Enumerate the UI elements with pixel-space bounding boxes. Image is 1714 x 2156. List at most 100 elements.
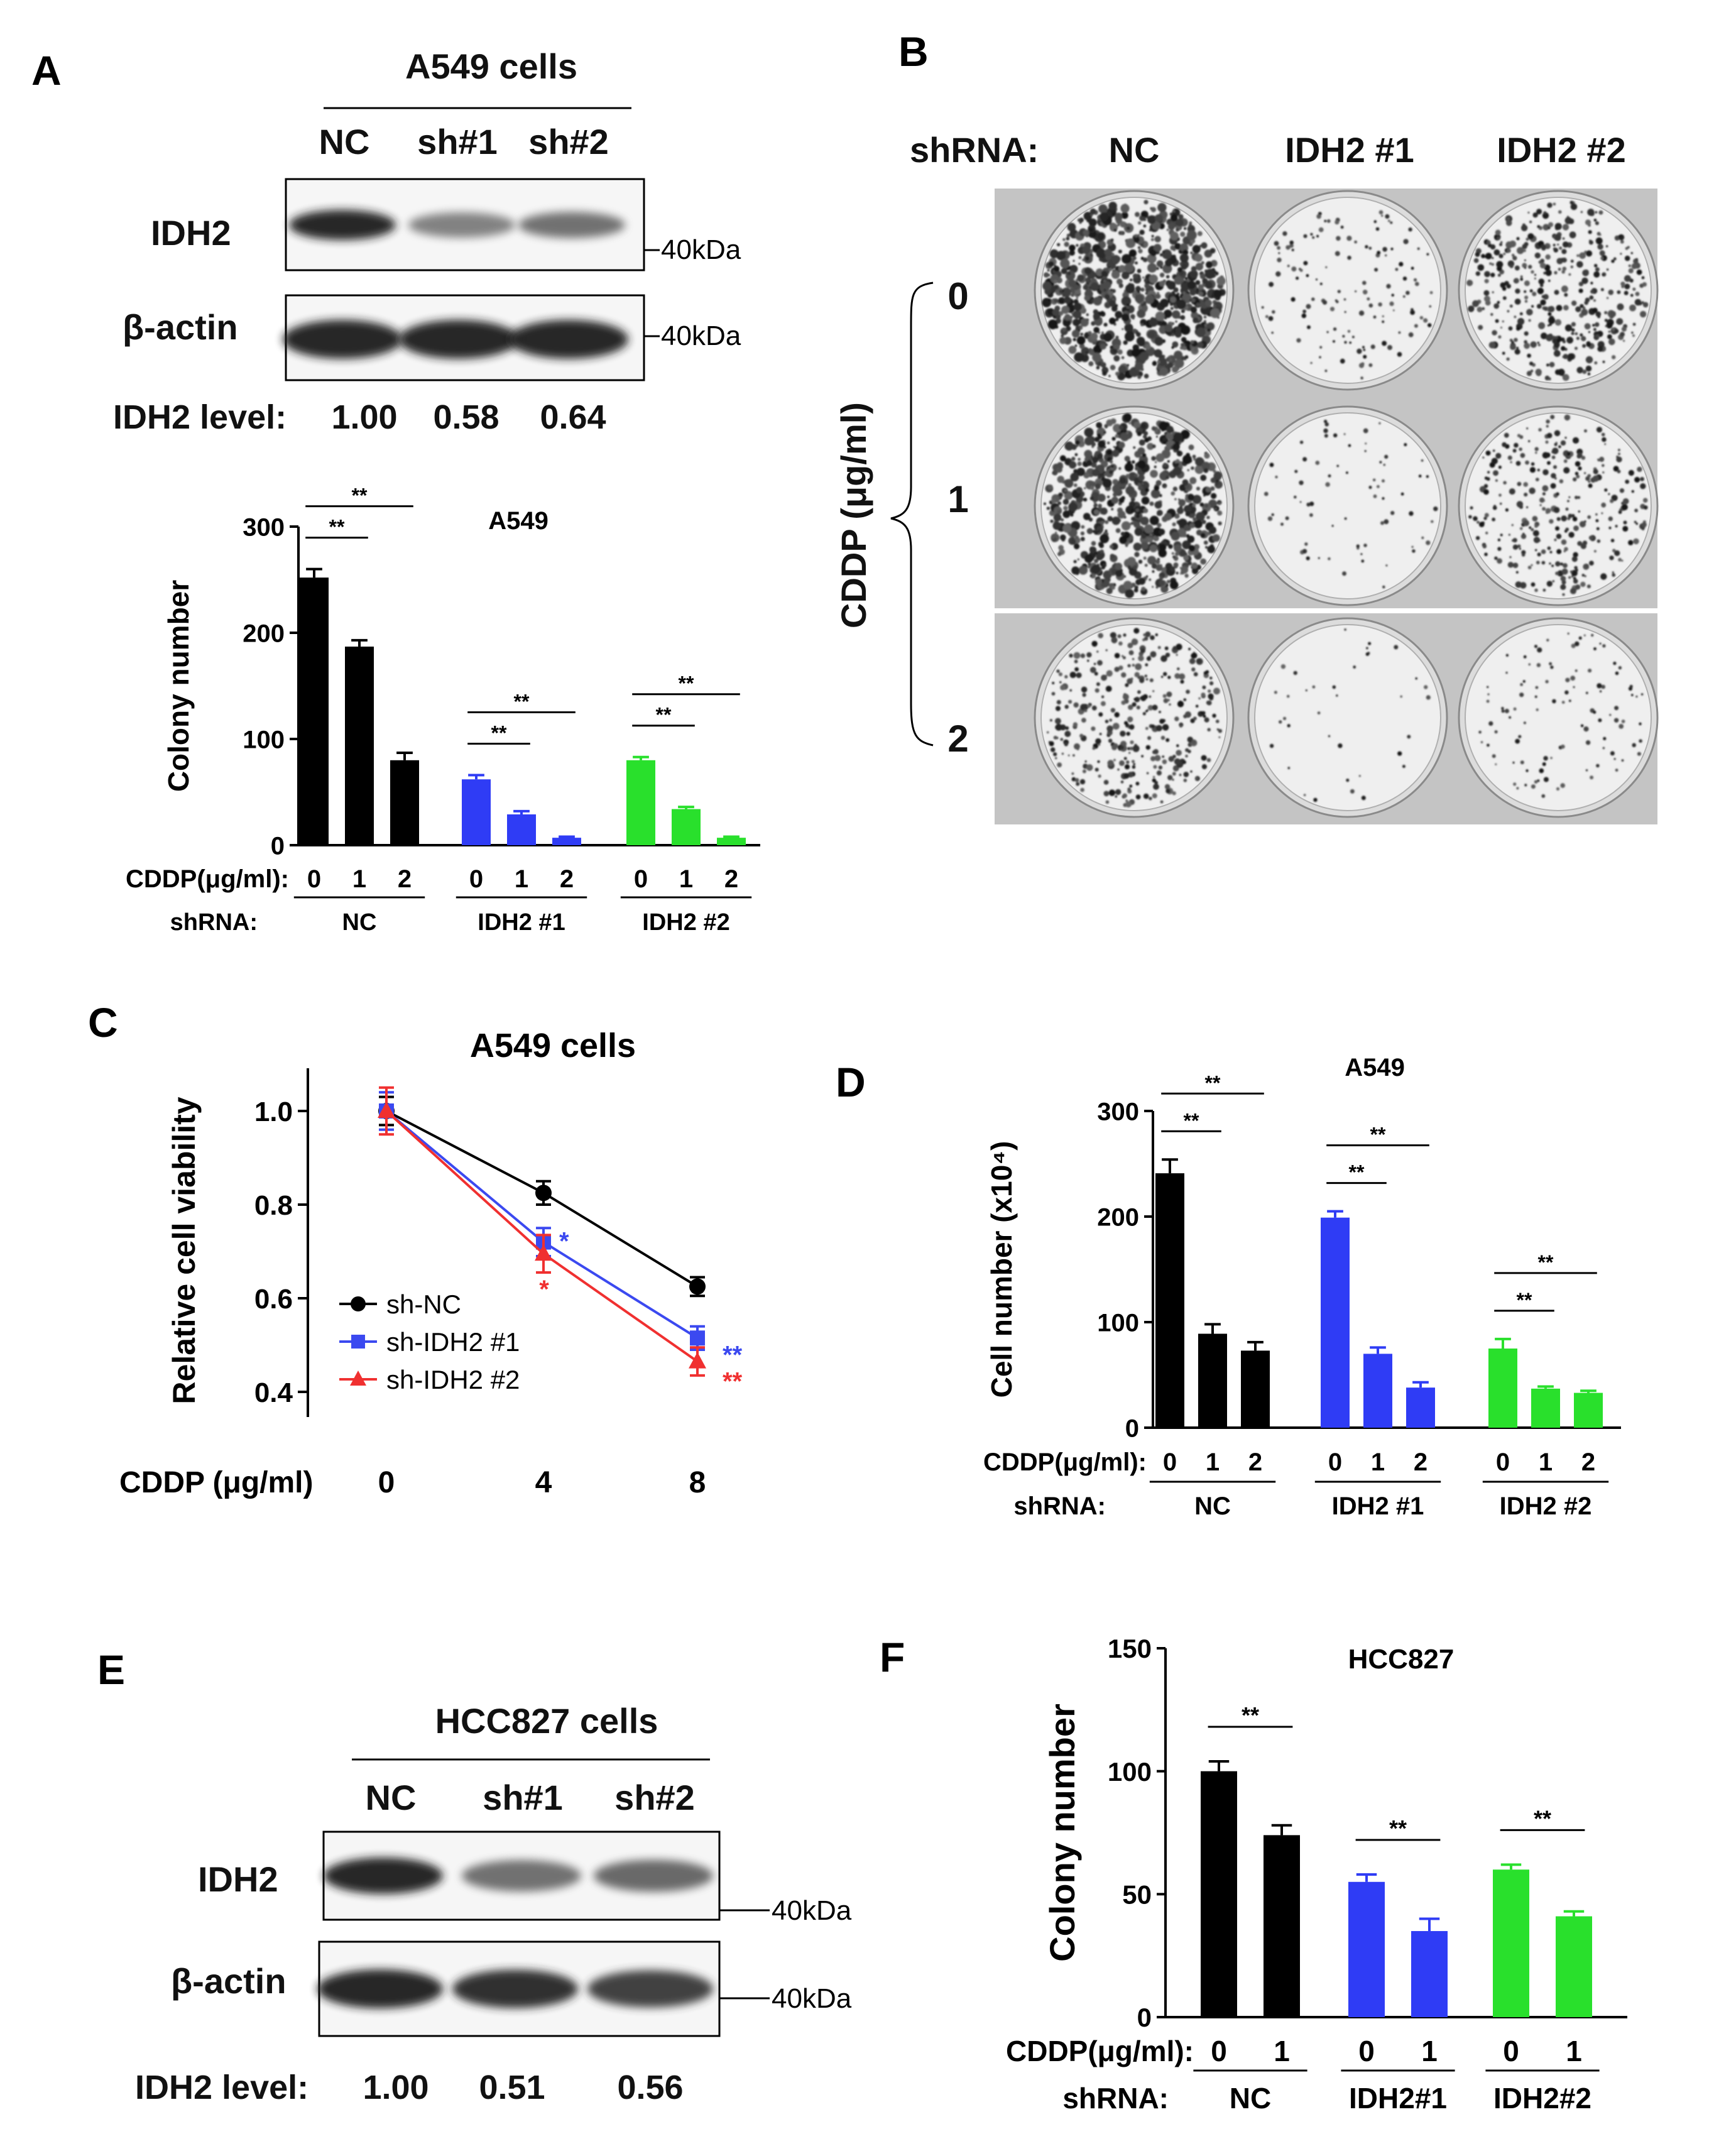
chart-c-ylabel: Relative cell viability <box>166 1097 202 1404</box>
chart-d-group-1: NC <box>1194 1492 1231 1520</box>
chart-f-dose-g3-1: 0 <box>1503 2035 1519 2067</box>
chart-d-ytick-2: 200 <box>1097 1203 1139 1231</box>
chart-f-group-label: shRNA: <box>1062 2082 1169 2115</box>
chart-a-dose-g2-1: 0 <box>469 865 483 893</box>
chart-f-dose-g1-2: 1 <box>1274 2035 1290 2067</box>
blot-a-level-3: 0.64 <box>540 398 606 436</box>
chart-a-bar-g1-3 <box>390 760 419 845</box>
chart-a-dose-g2-2: 1 <box>515 865 528 893</box>
chart-a-sig-label-6: ** <box>679 672 694 695</box>
chart-a-bar-g2-2 <box>507 814 536 845</box>
chart-c-legend-label-3: sh-IDH2 #2 <box>386 1365 520 1394</box>
chart-a-sig-label-5: ** <box>656 704 672 726</box>
chart-d-bar-g3-1 <box>1488 1349 1517 1428</box>
chart-f-dose-g3-2: 1 <box>1566 2035 1582 2067</box>
chart-f-ylabel: Colony number <box>1042 1704 1082 1962</box>
blot-a-band-actin-label: β-actin <box>123 307 238 347</box>
chart-a-dose-g1-1: 0 <box>307 865 321 893</box>
panel-a-blot: A549 cells NC sh#1 sh#2 IDH2 β-actin 40k… <box>113 47 741 436</box>
panel-e-blot: HCC827 cells NC sh#1 sh#2 IDH2 β-actin 4… <box>135 1701 852 2106</box>
blot-a-marker-actin: 40kDa <box>661 320 741 351</box>
panel-letter-a: A <box>31 47 62 94</box>
chart-f-bar-g1-2 <box>1264 1835 1300 2017</box>
chart-a-group-2: IDH2 #1 <box>478 909 565 936</box>
blot-a-level-label: IDH2 level: <box>113 398 287 436</box>
blot-a-actin-band-3 <box>509 320 628 359</box>
chart-a-dose-g3-3: 2 <box>724 865 738 893</box>
blot-e-cell-line: HCC827 cells <box>435 1701 658 1741</box>
chart-a-bar-g2-3 <box>552 838 581 845</box>
chart-d-dose-g3-3: 2 <box>1581 1448 1595 1476</box>
chart-c-sig-s2-x8: ** <box>723 1341 743 1369</box>
blot-e-actin-band-2 <box>452 1969 578 2008</box>
plates-row-2: 2 <box>947 718 968 760</box>
blot-e-actin-band-1 <box>317 1969 443 2008</box>
chart-d-ytick-3: 300 <box>1097 1098 1139 1125</box>
chart-d-sig-label-6: ** <box>1538 1251 1554 1274</box>
plates-shrna-label: shRNA: <box>910 130 1039 170</box>
chart-c-ytick-3: 1.0 <box>254 1097 293 1127</box>
chart-a-dose-g1-3: 2 <box>398 865 412 893</box>
blot-e-band-idh2-label: IDH2 <box>198 1859 278 1899</box>
chart-c-point-s2-3 <box>690 1330 705 1346</box>
chart-a-bar-g1-1 <box>300 577 329 845</box>
blot-e-actin-band-3 <box>587 1970 713 2008</box>
blot-a-idh2-band-1 <box>289 210 396 240</box>
chart-a-ytick-1: 100 <box>243 726 285 753</box>
dose-brace-icon <box>890 282 934 747</box>
chart-f-dose-g2-1: 0 <box>1358 2035 1375 2067</box>
chart-d-title: A549 <box>1345 1054 1405 1081</box>
chart-a-sig-label-1: ** <box>329 516 345 539</box>
blot-e-lane-1: NC <box>366 1778 417 1817</box>
blot-a-cell-line: A549 cells <box>405 47 577 86</box>
chart-d-ytick-1: 100 <box>1097 1309 1139 1337</box>
blot-e-idh2-band-2 <box>462 1859 581 1892</box>
chart-d-dose-g2-3: 2 <box>1414 1448 1427 1476</box>
chart-d-dose-g1-1: 0 <box>1163 1448 1177 1476</box>
chart-d-bar-g1-3 <box>1241 1350 1270 1428</box>
chart-c-point-s3-2 <box>535 1244 552 1261</box>
chart-f-bar-g3-2 <box>1556 1916 1592 2017</box>
chart-a-bar-g3-1 <box>626 760 655 845</box>
chart-c-legend-label-2: sh-IDH2 #1 <box>386 1327 520 1357</box>
chart-a-dose-g2-3: 2 <box>560 865 574 893</box>
blot-a-lane-3: sh#2 <box>528 122 609 161</box>
panel-letter-c: C <box>88 999 118 1046</box>
blot-e-marker-idh2: 40kDa <box>772 1895 852 1926</box>
chart-f-group-3: IDH2#2 <box>1493 2082 1591 2115</box>
chart-d-dose-g1-3: 2 <box>1248 1448 1262 1476</box>
chart-a-dose-label: CDDP(μg/ml): <box>126 865 289 893</box>
chart-d-sig-label-5: ** <box>1517 1289 1532 1311</box>
blot-e-level-2: 0.51 <box>479 2069 545 2106</box>
chart-d-dose-g2-1: 0 <box>1328 1448 1342 1476</box>
chart-f-dose-g2-2: 1 <box>1421 2035 1438 2067</box>
chart-d-group-3: IDH2 #2 <box>1500 1492 1592 1520</box>
blot-a-actin-band-2 <box>399 320 518 359</box>
blot-e-level-label: IDH2 level: <box>135 2069 308 2106</box>
plates-dose-axis-label: CDDP (μg/ml) <box>834 402 873 628</box>
blot-a-idh2-band-2 <box>408 212 515 238</box>
chart-d-bar-g1-1 <box>1155 1173 1184 1428</box>
chart-c-legend-label-1: sh-NC <box>386 1289 461 1319</box>
chart-c-point-s3-3 <box>689 1352 706 1369</box>
chart-a-group-1: NC <box>342 909 377 936</box>
chart-d-group-label: shRNA: <box>1013 1492 1106 1520</box>
chart-f-group-2: IDH2#1 <box>1349 2082 1447 2115</box>
chart-a-dose-g3-1: 0 <box>634 865 648 893</box>
chart-a-ylabel: Colony number <box>162 580 195 792</box>
chart-d-dose-label: CDDP(μg/ml): <box>983 1448 1147 1476</box>
plates-row-0: 0 <box>947 275 968 317</box>
chart-f-bar-g1-1 <box>1201 1771 1237 2017</box>
blot-e-band-actin-label: β-actin <box>171 1961 287 2001</box>
blot-e-level-3: 0.56 <box>617 2069 683 2106</box>
chart-f-bar-g3-1 <box>1493 1869 1529 2017</box>
plates-col-nc: NC <box>1109 130 1160 170</box>
chart-a-sig-label-4: ** <box>514 690 530 713</box>
chart-a-group-label: shRNA: <box>170 909 258 936</box>
chart-a-bar-g1-2 <box>345 646 374 845</box>
chart-c-legend-marker-2 <box>351 1335 365 1349</box>
chart-c-point-s1-3 <box>689 1278 706 1295</box>
chart-f-bar-g2-2 <box>1411 1931 1448 2017</box>
blot-a-lane-1: NC <box>319 122 370 161</box>
